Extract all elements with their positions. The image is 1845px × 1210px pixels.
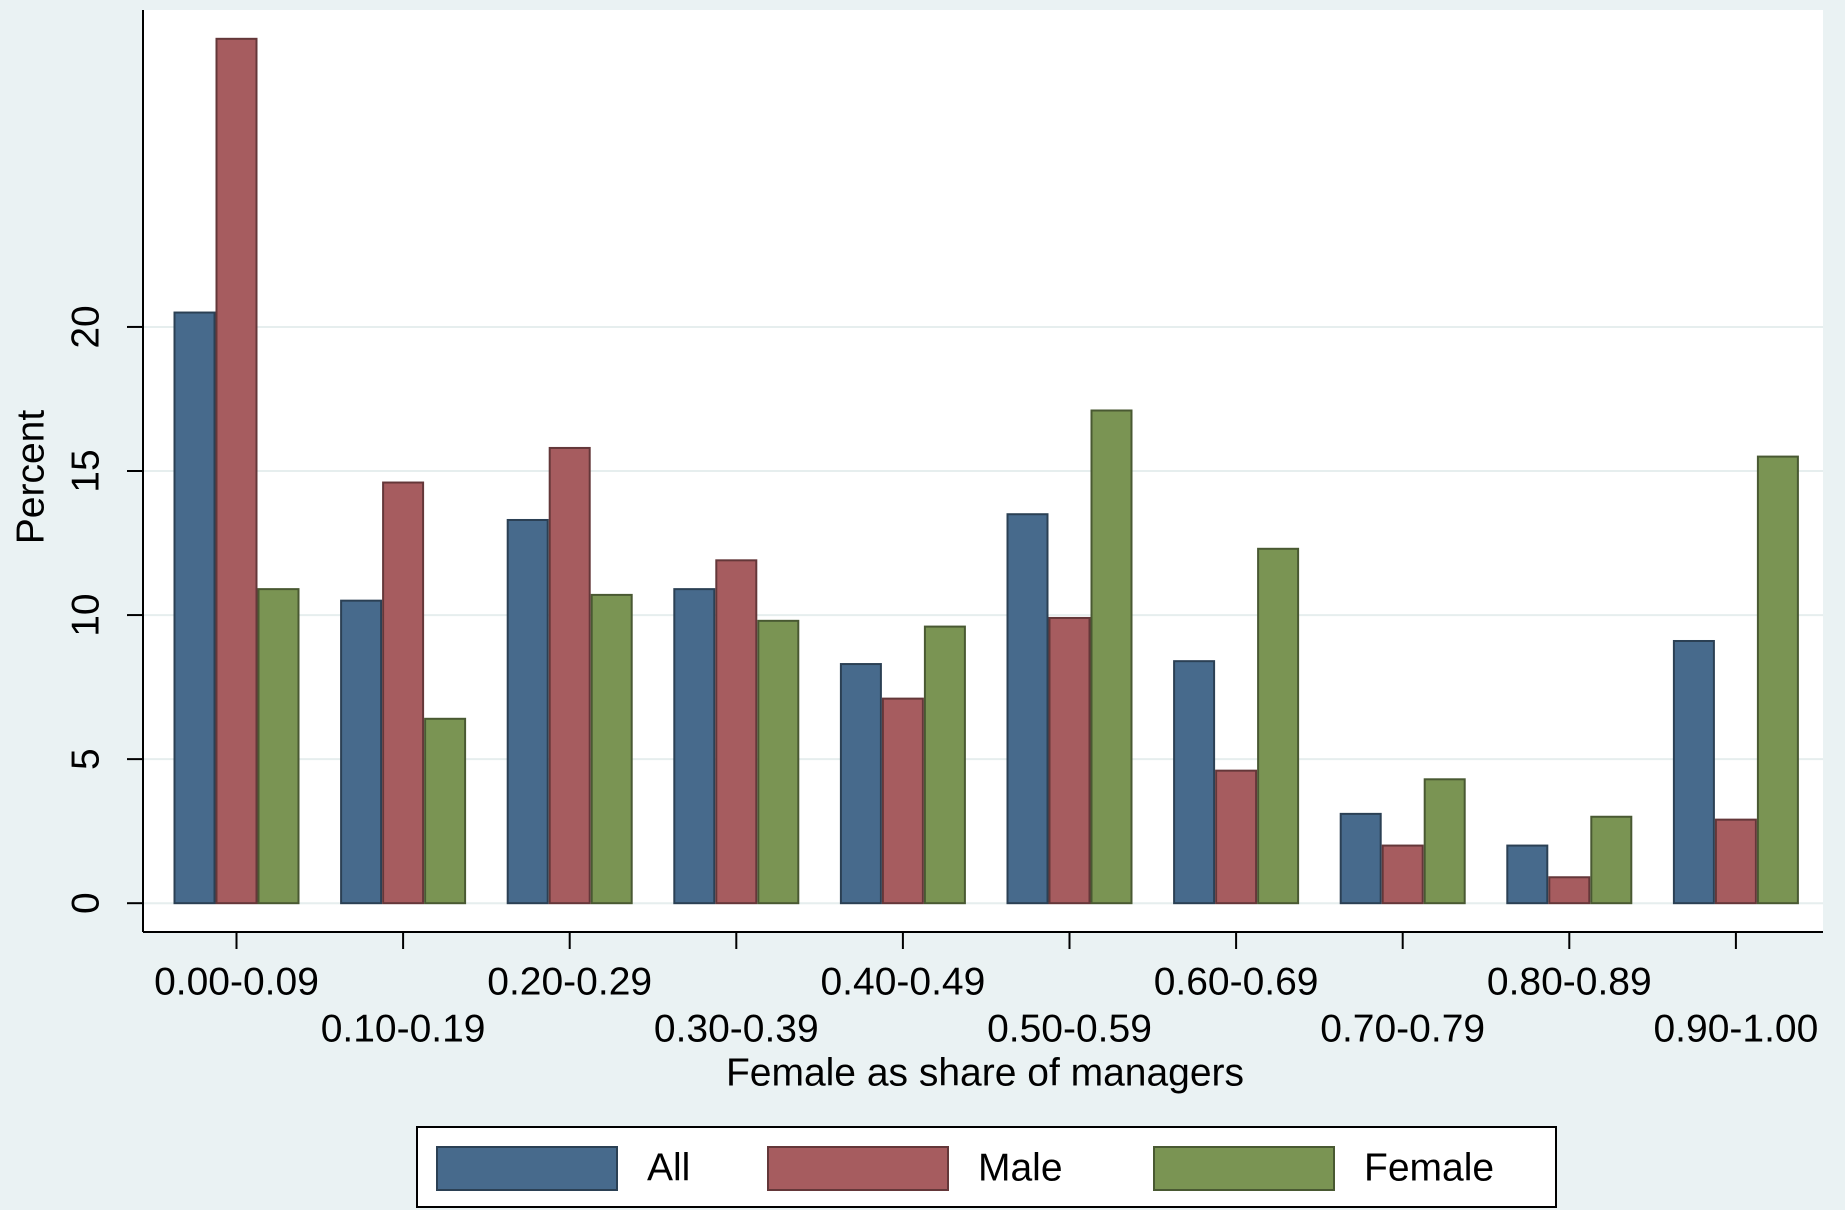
bar — [1381, 844, 1424, 905]
bar — [548, 446, 591, 905]
bar — [1590, 815, 1633, 905]
bar — [923, 625, 966, 905]
bar — [382, 481, 425, 905]
bar — [590, 593, 633, 905]
bar — [1173, 660, 1216, 905]
bar — [1257, 547, 1300, 905]
y-tick-label: 15 — [64, 449, 107, 492]
y-tick-label: 5 — [64, 748, 107, 770]
legend-label: Male — [978, 1146, 1063, 1189]
x-tick-label: 0.50-0.59 — [987, 1007, 1152, 1050]
bar — [1548, 876, 1591, 905]
bar — [839, 663, 882, 905]
bar — [1506, 844, 1549, 905]
bar — [715, 559, 758, 905]
bar — [757, 619, 800, 905]
bar — [340, 599, 383, 905]
bar — [1006, 513, 1049, 905]
legend-swatch — [767, 1146, 949, 1191]
y-tick-label: 0 — [64, 892, 107, 914]
x-tick-label: 0.30-0.39 — [654, 1007, 819, 1050]
bar — [215, 37, 258, 905]
bar — [1339, 812, 1382, 905]
legend-label: Female — [1364, 1146, 1494, 1189]
bar — [1423, 778, 1466, 905]
bar — [1090, 409, 1133, 905]
bar — [257, 588, 300, 905]
bar — [881, 697, 924, 905]
x-tick-label: 0.40-0.49 — [820, 960, 985, 1003]
x-tick-label: 0.70-0.79 — [1320, 1007, 1485, 1050]
bar — [424, 717, 467, 905]
bar — [673, 588, 716, 905]
bar — [1714, 818, 1757, 905]
bar — [1048, 616, 1091, 905]
legend-swatch — [436, 1146, 618, 1191]
x-tick-label: 0.90-1.00 — [1653, 1007, 1818, 1050]
x-tick-label: 0.80-0.89 — [1487, 960, 1652, 1003]
bar — [1756, 455, 1799, 905]
bar — [1672, 639, 1715, 905]
y-tick-label: 10 — [64, 593, 107, 636]
x-tick-label: 0.10-0.19 — [321, 1007, 486, 1050]
bar — [506, 518, 549, 905]
legend-label: All — [647, 1146, 690, 1189]
y-tick-label: 20 — [64, 305, 107, 348]
legend-swatch — [1153, 1146, 1335, 1191]
y-axis-title: Percent — [9, 410, 52, 545]
x-tick-label: 0.60-0.69 — [1154, 960, 1319, 1003]
bar — [173, 311, 216, 905]
bar — [1215, 769, 1258, 905]
x-tick-label: 0.20-0.29 — [487, 960, 652, 1003]
x-tick-label: 0.00-0.09 — [154, 960, 319, 1003]
x-axis-title: Female as share of managers — [726, 1051, 1244, 1094]
